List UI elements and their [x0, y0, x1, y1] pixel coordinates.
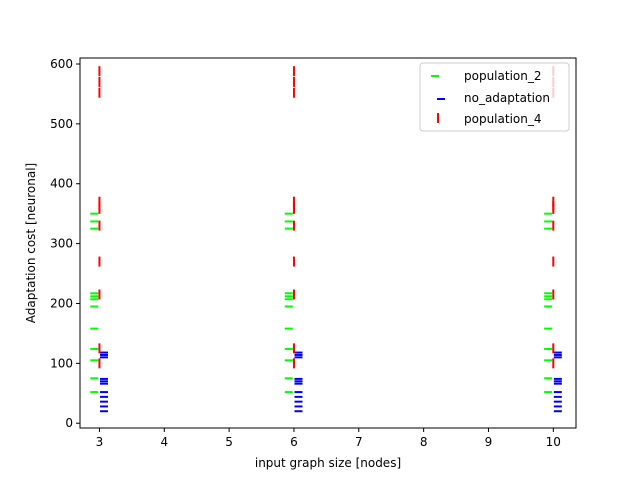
- x-axis-label: input graph size [nodes]: [255, 456, 401, 470]
- x-tick-label: 6: [290, 435, 298, 449]
- y-tick-label: 400: [50, 177, 73, 191]
- x-tick-label: 8: [420, 435, 428, 449]
- x-tick-label: 3: [96, 435, 104, 449]
- y-tick-label: 200: [50, 296, 73, 310]
- x-tick-label: 10: [546, 435, 561, 449]
- legend-box: [419, 62, 570, 132]
- x-tick-label: 7: [355, 435, 363, 449]
- axes-frame: [79, 57, 577, 429]
- legend: population_2 no_adaptation population_4: [419, 62, 570, 132]
- y-axis: 0 100 200 300 400 500 600: [50, 57, 80, 430]
- x-tick-label: 9: [485, 435, 493, 449]
- legend-label-population-4: population_4: [464, 112, 542, 126]
- y-tick-label: 0: [65, 416, 73, 430]
- y-tick-label: 600: [50, 57, 73, 71]
- x-tick-label: 4: [160, 435, 168, 449]
- legend-label-no-adaptation: no_adaptation: [464, 91, 550, 105]
- x-tick-label: 5: [225, 435, 233, 449]
- x-axis: 3 4 5 6 7 8 9 10: [96, 428, 561, 449]
- legend-label-population-2: population_2: [464, 69, 542, 83]
- y-axis-label: Adaptation cost [neuronal]: [24, 163, 38, 323]
- y-tick-label: 500: [50, 117, 73, 131]
- y-tick-label: 100: [50, 356, 73, 370]
- y-tick-label: 300: [50, 237, 73, 251]
